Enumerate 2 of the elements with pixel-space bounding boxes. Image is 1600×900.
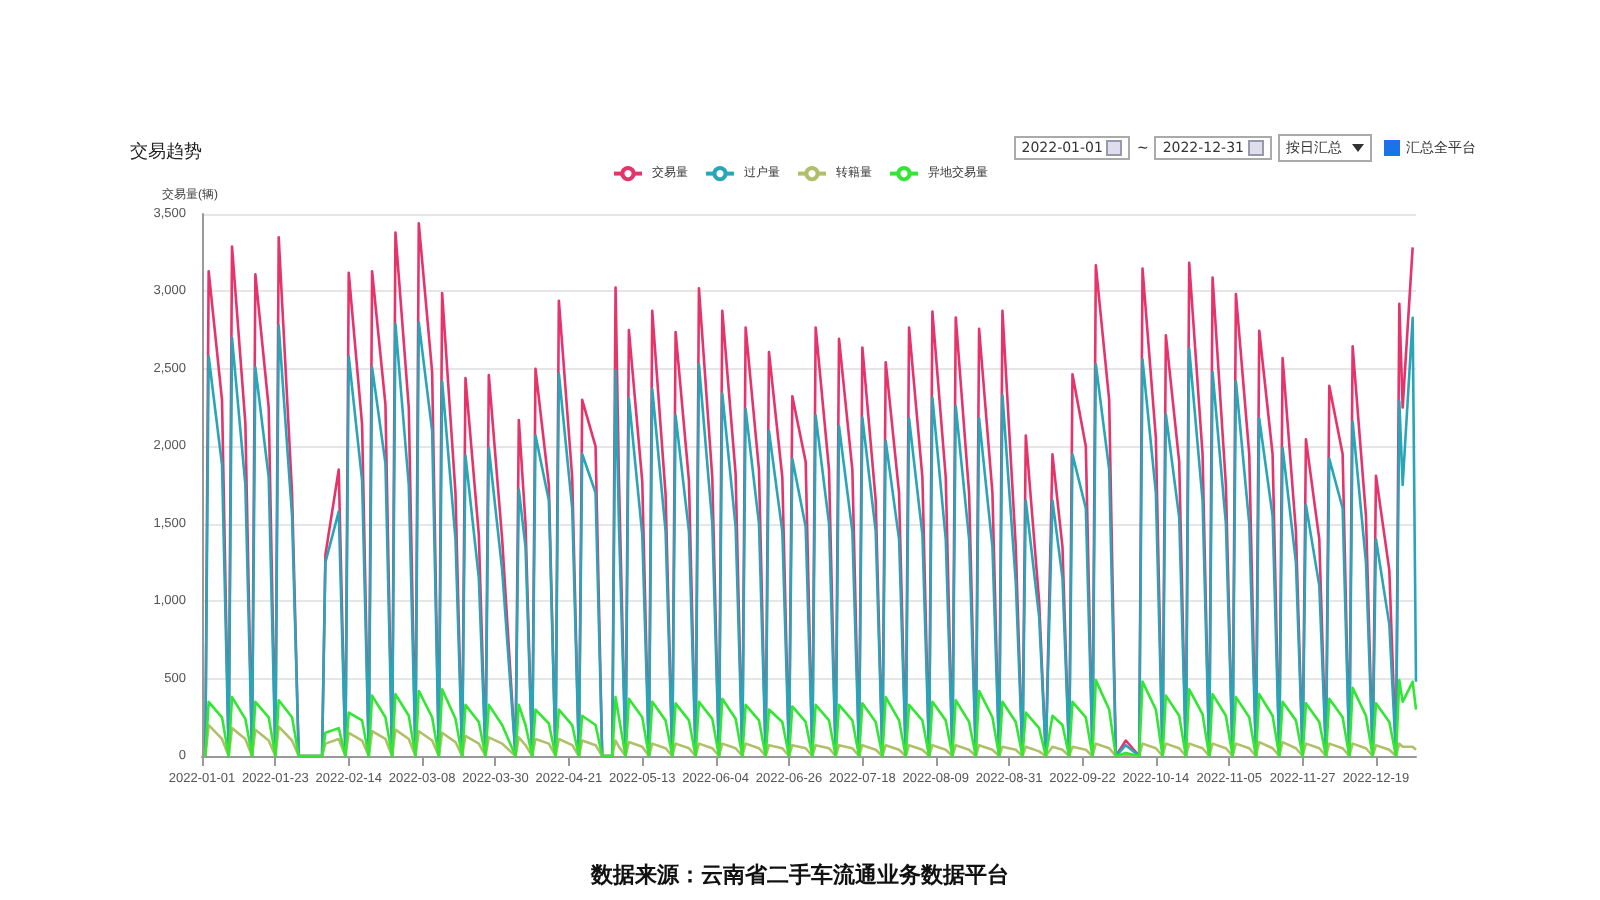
source-note: 数据来源：云南省二手车流通业务数据平台 <box>588 860 1011 890</box>
chart-title: 交易趋势 <box>130 141 202 163</box>
